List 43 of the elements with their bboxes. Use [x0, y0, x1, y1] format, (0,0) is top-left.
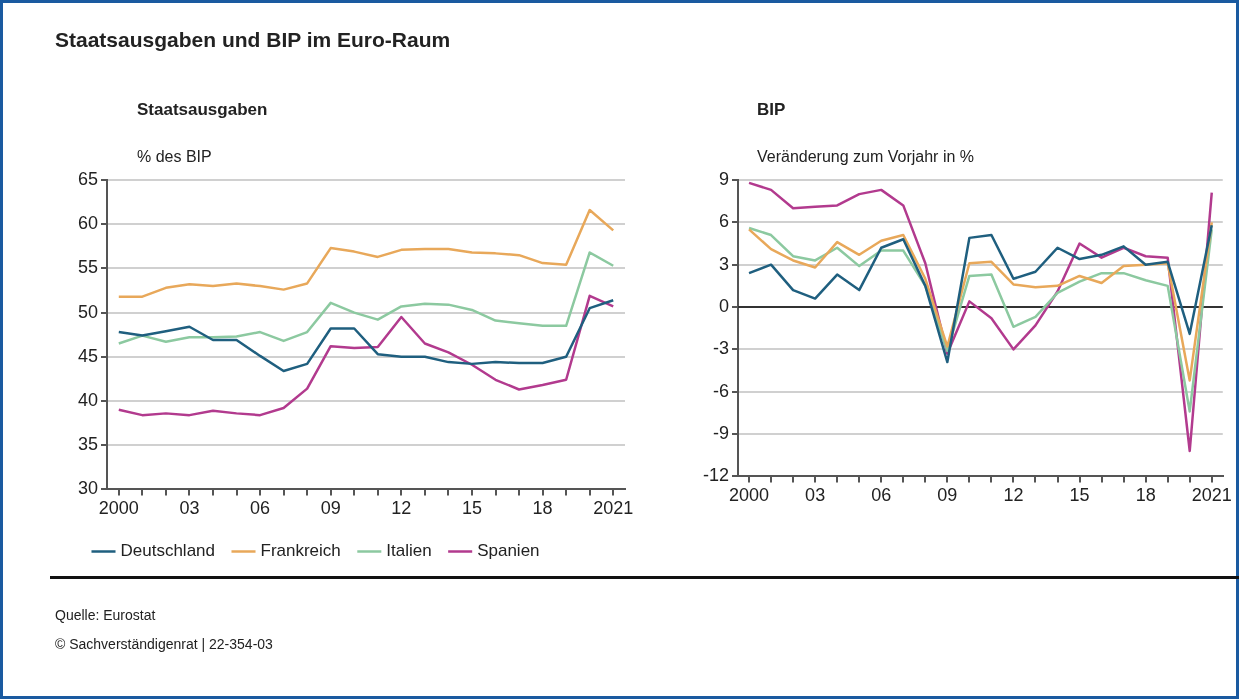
y-axis-title: % des BIP: [137, 148, 212, 166]
legend-label: Frankreich: [260, 541, 341, 561]
x-tick-label: 2000: [729, 485, 770, 506]
x-tick-label: 12: [1003, 485, 1024, 506]
source-note: Quelle: Eurostat: [55, 607, 156, 623]
y-tick-label: 0: [719, 296, 730, 316]
y-tick-label: -3: [713, 338, 730, 359]
x-tick-label: 03: [805, 485, 826, 506]
y-tick-label: -6: [713, 380, 730, 401]
y-tick-label: -12: [703, 465, 730, 486]
y-tick-label: 35: [77, 434, 99, 455]
x-tick-label: 12: [391, 498, 412, 519]
y-tick-label: 65: [77, 168, 99, 189]
chart-title: BIP: [757, 100, 786, 120]
legend-label: Italien: [386, 541, 432, 561]
y-tick-label: 9: [719, 168, 730, 189]
y-tick-label: -9: [713, 423, 730, 444]
y-tick-label: 40: [77, 389, 99, 410]
x-tick-label: 2021: [1191, 485, 1232, 506]
y-axis-title: Veränderung zum Vorjahr in %: [757, 148, 975, 166]
y-tick-label: 55: [77, 257, 99, 278]
chart-title: Staatsausgaben und BIP im Euro-Raum: [55, 28, 451, 52]
legend-label: Spanien: [477, 541, 540, 561]
y-tick-label: 45: [77, 345, 99, 366]
x-tick-label: 09: [937, 485, 958, 506]
x-tick-label: 18: [532, 498, 553, 519]
y-tick-label: 6: [719, 211, 730, 232]
y-tick-label: 30: [77, 478, 99, 499]
text: © Sachverständigenrat | 22-354-03: [55, 636, 273, 652]
x-tick-label: 15: [1069, 485, 1090, 506]
x-tick-label: 03: [179, 498, 200, 519]
x-tick-label: 15: [461, 498, 482, 519]
x-tick-label: 09: [320, 498, 341, 519]
y-tick-label: 50: [77, 301, 99, 322]
x-tick-label: 2000: [98, 498, 139, 519]
y-tick-label: 60: [77, 213, 99, 234]
x-tick-label: 18: [1135, 485, 1156, 506]
chart-subtitle: Staatsausgaben: [137, 100, 268, 120]
y-tick-label: 3: [719, 253, 730, 274]
x-tick-label: 06: [250, 498, 271, 519]
x-tick-label: 06: [871, 485, 892, 506]
x-tick-label: 2021: [593, 498, 634, 519]
legend-label: Deutschland: [120, 541, 216, 561]
